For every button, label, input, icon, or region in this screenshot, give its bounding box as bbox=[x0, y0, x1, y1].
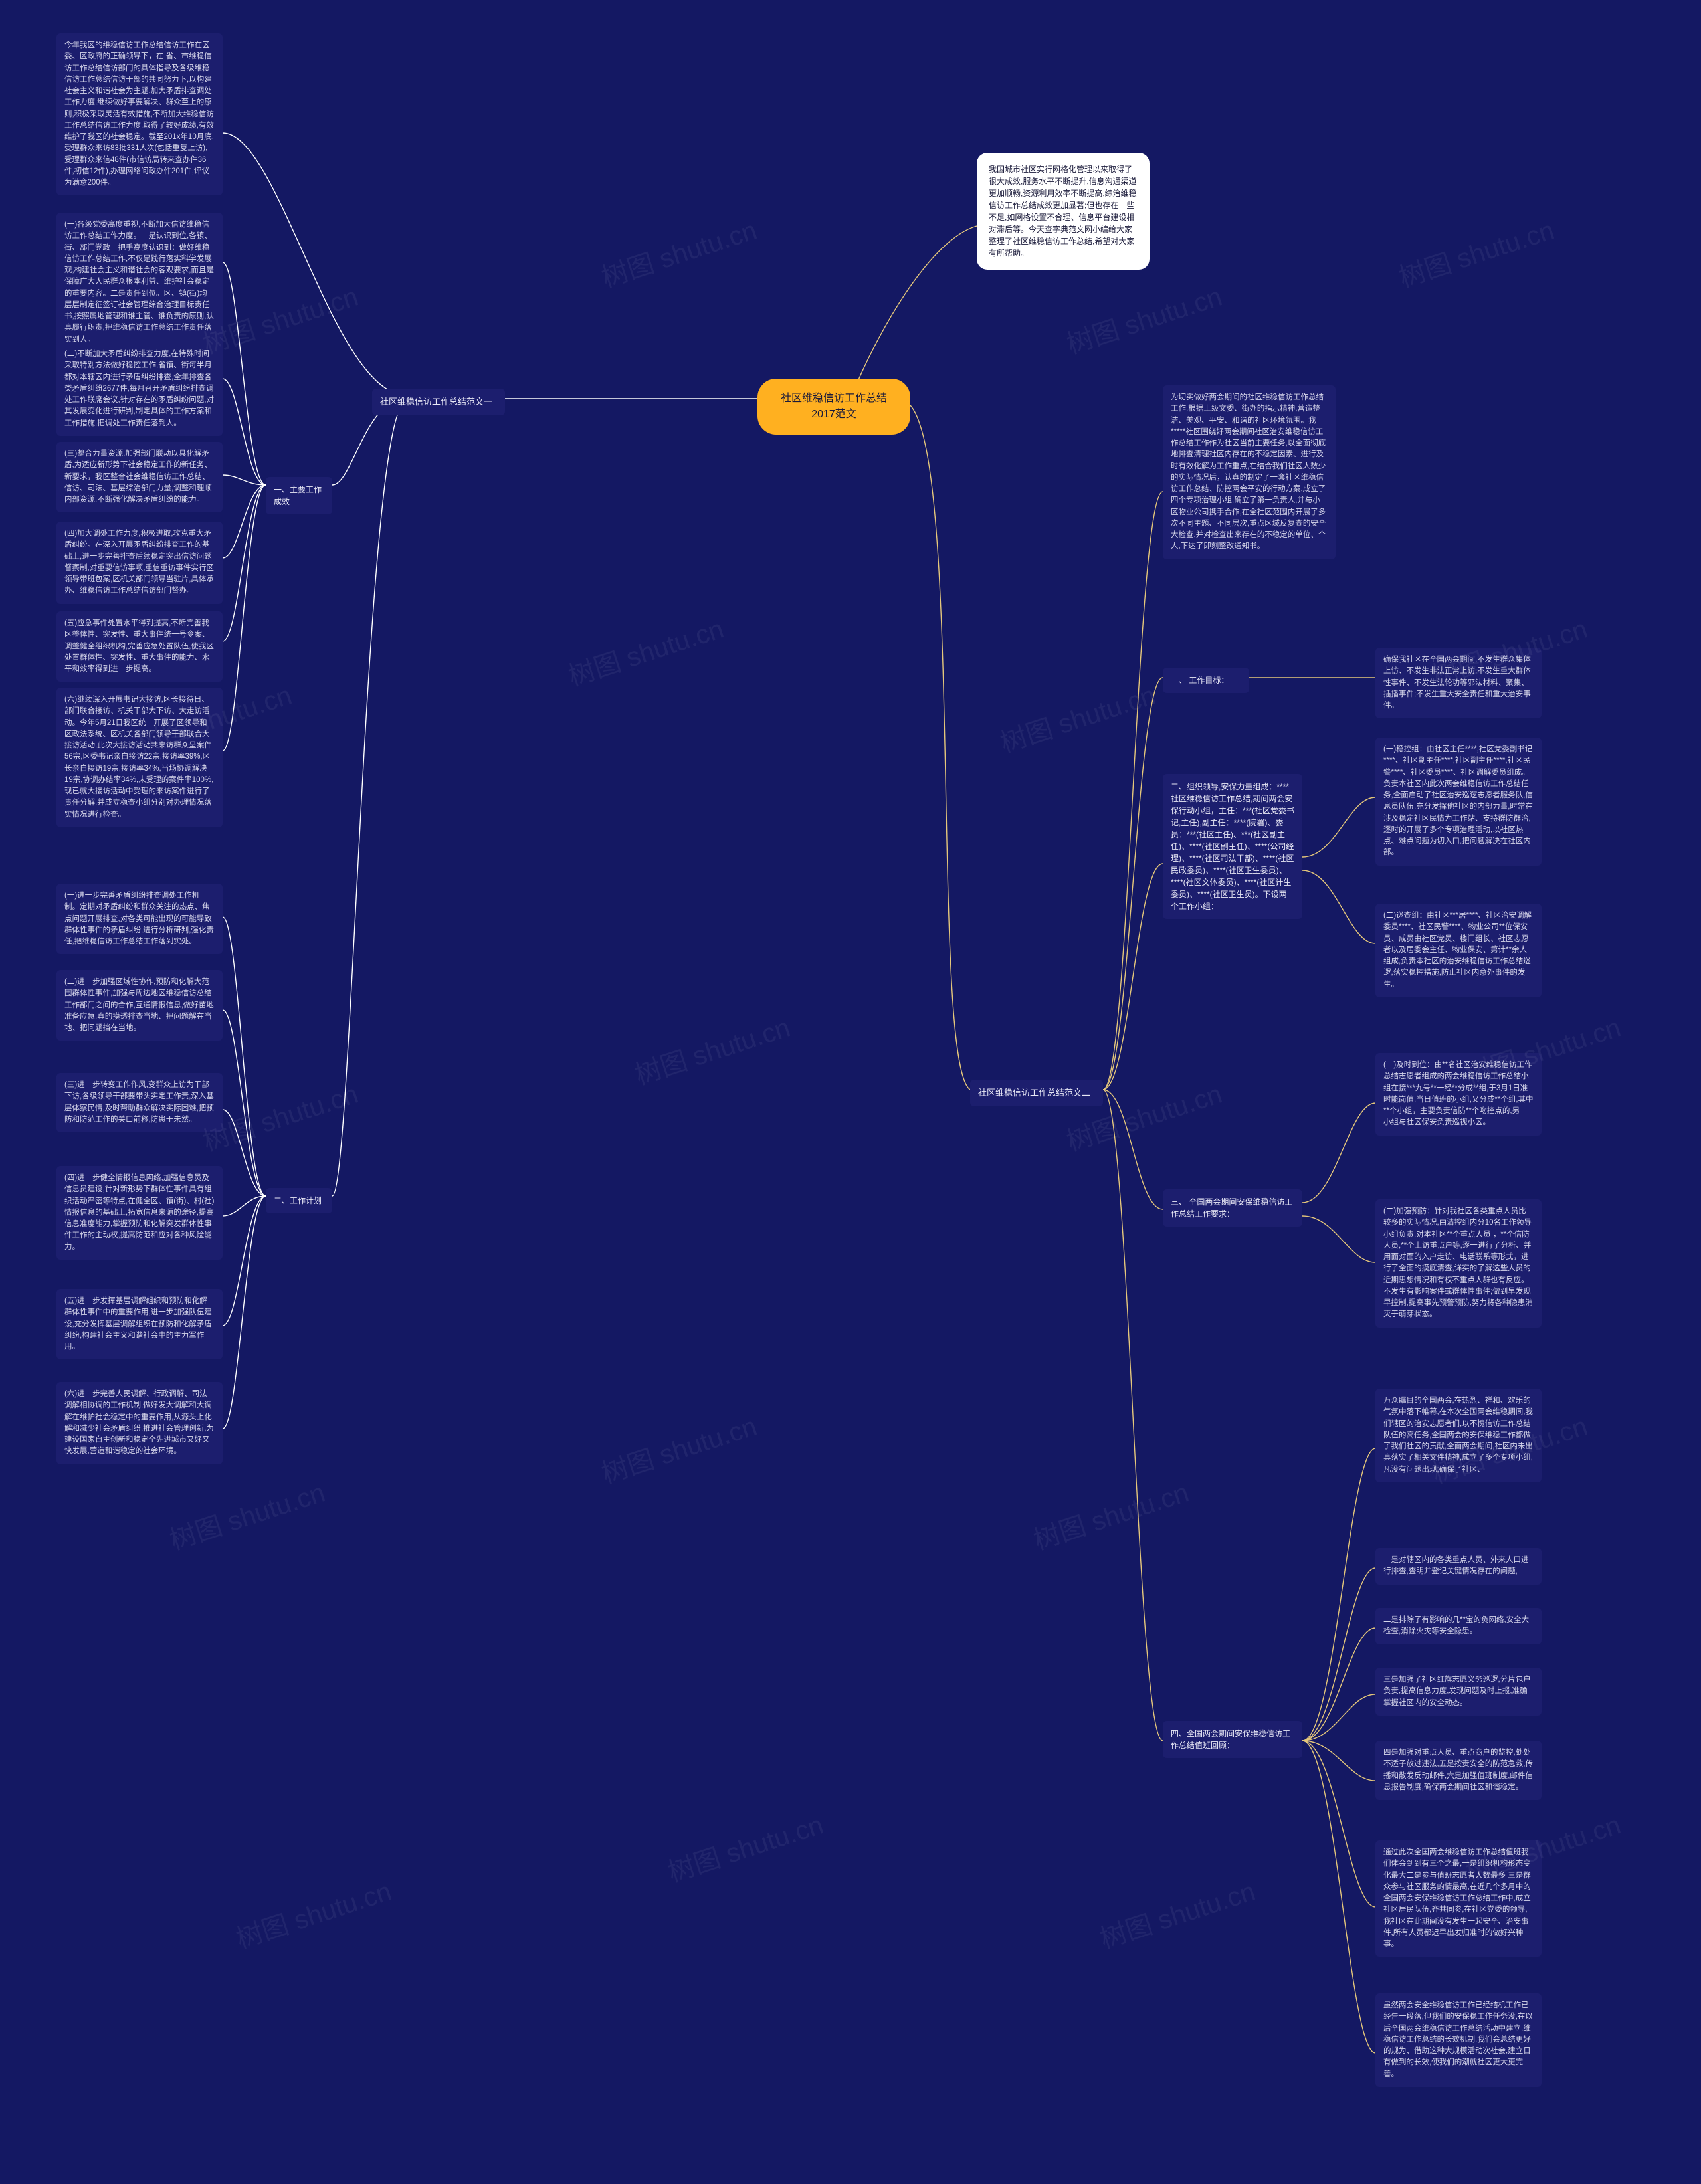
watermark: 树图 shutu.cn bbox=[164, 1471, 329, 1557]
watermark: 树图 shutu.cn bbox=[231, 1870, 395, 1956]
watermark: 树图 shutu.cn bbox=[1393, 209, 1558, 295]
right-lead: 为切实做好两会期间的社区维稳信访工作总结工作,根据上级文委、街办的指示精神,营造… bbox=[1163, 385, 1336, 559]
mindmap-canvas: 社区维稳信访工作总结2017范文 我国城市社区实行网格化管理以来取得了很大成效,… bbox=[0, 0, 1701, 2184]
right-s1: 一、 工作目标： bbox=[1163, 668, 1249, 693]
right-s4-item-3: 三是加强了社区红旗志愿义务巡逻,分片包户负责,提高信息力度,发现问题及时上报,准… bbox=[1375, 1668, 1542, 1716]
left-s1-item-5: (五)应急事件处置水平得到提高,不断完善我区整体性、突发性、重大事件统一号令案、… bbox=[56, 611, 223, 682]
left-s1-item-3: (三)整合力量资源,加强部门联动以具化解矛盾,为适应新形势下社会稳定工作的新任务… bbox=[56, 442, 223, 512]
left-s1-item-1: (一)各级党委高度重视,不断加大信访维稳信访工作总结工作力度。一是认识到位,各镇… bbox=[56, 213, 223, 352]
right-s4-item-4: 四是加强对重点人员、重点商户的监控,处处不适子放过违法,五是按责安全的防范急救,… bbox=[1375, 1741, 1542, 1800]
right-s4: 四、全国两会期间安保维稳信访工作总结值班回顾： bbox=[1163, 1721, 1302, 1758]
right-s4-item-2: 二是排除了有影响的几**宝的负网络,安全大检查,消除火灾等安全隐患。 bbox=[1375, 1608, 1542, 1644]
left-s2-item-2: (二)进一步加强区域性协作,预防和化解大范围群体性事件,加强与周边地区维稳信访总… bbox=[56, 970, 223, 1041]
watermark: 树图 shutu.cn bbox=[995, 674, 1159, 760]
right-branch: 社区维稳信访工作总结范文二 bbox=[970, 1080, 1103, 1106]
left-section2: 二、工作计划 bbox=[266, 1188, 332, 1213]
right-s3-item-2: (二)加强预防：针对我社区各类重点人员比较多的实际情况,由清控组内分10名工作领… bbox=[1375, 1199, 1542, 1328]
left-branch: 社区维稳信访工作总结范文一 bbox=[372, 389, 505, 415]
right-s2-item-2: (二)巡查组：由社区***居****、社区治安调解委员****、社区民警****… bbox=[1375, 904, 1542, 997]
intro-node: 我国城市社区实行网格化管理以来取得了很大成效,服务水平不断提升,信息沟通渠道更加… bbox=[977, 153, 1150, 270]
watermark: 树图 shutu.cn bbox=[596, 209, 761, 295]
right-s3: 三、 全国两会期间安保维稳信访工作总结工作要求： bbox=[1163, 1189, 1302, 1227]
right-s2: 二、组织领导,安保力量组成：****社区维稳信访工作总结,期间两会安保行动小组，… bbox=[1163, 774, 1302, 919]
watermark: 树图 shutu.cn bbox=[596, 1405, 761, 1491]
root-node: 社区维稳信访工作总结2017范文 bbox=[757, 379, 910, 435]
watermark: 树图 shutu.cn bbox=[1061, 275, 1226, 361]
watermark: 树图 shutu.cn bbox=[1028, 1471, 1193, 1557]
left-section1: 一、主要工作成效 bbox=[266, 477, 332, 514]
watermark: 树图 shutu.cn bbox=[1094, 1870, 1259, 1956]
left-s1-item-2: (二)不断加大矛盾纠纷排查力度,在特殊时间采取特别方法做好稳控工作,省镇、街每半… bbox=[56, 342, 223, 436]
right-s4-tail1: 通过此次全国两会维稳信访工作总结值班我们体会到到有三个之最,一是组织机构形态变化… bbox=[1375, 1840, 1542, 1957]
left-s2-item-4: (四)进一步健全情报信息网络,加强信息员及信息员建设,针对新形势下群体性事件具有… bbox=[56, 1166, 223, 1260]
right-s3-item-1: (一)及时到位：由**名社区治安维稳信访工作总结志愿者组成的两会维稳信访工作总结… bbox=[1375, 1053, 1542, 1136]
left-s1-item-6: (六)继续深入开展书记大接访,区长接待日、部门联合接访、机关干部大下访、大走访活… bbox=[56, 688, 223, 827]
left-s2-item-5: (五)进一步发挥基层调解组织和预防和化解群体性事件中的重要作用,进一步加强队伍建… bbox=[56, 1289, 223, 1359]
left-s1-item-4: (四)加大调处工作力度,积极进取,攻克重大矛盾纠纷。在深入开展矛盾纠纷排查工作的… bbox=[56, 522, 223, 604]
right-s4-lead: 万众瞩目的全国两会,在热烈、祥和、欢乐的气氛中落下帷幕,在本次全国两会维稳期间,… bbox=[1375, 1389, 1542, 1482]
left-top-leaf: 今年我区的维稳信访工作总结信访工作在区委、区政府的正确领导下，在 省、市维稳信访… bbox=[56, 33, 223, 195]
watermark: 树图 shutu.cn bbox=[629, 1006, 794, 1092]
watermark: 树图 shutu.cn bbox=[563, 607, 728, 694]
right-s1-leaf: 确保我社区在全国两会期间,不发生群众集体上访、不发生非法正常上访,不发生重大群体… bbox=[1375, 648, 1542, 718]
right-s2-item-1: (一)稳控组：由社区主任****,社区党委副书记****、社区副主任****,社… bbox=[1375, 738, 1542, 866]
right-s4-tail2: 虽然两会安全维稳信访工作已经结机工作已经告一段落,但我们的安保稳工作任务没,在以… bbox=[1375, 1993, 1542, 2087]
left-s2-item-1: (一)进一步完善矛盾纠纷排查调处工作机制。定期对矛盾纠纷和群众关注的热点、焦点问… bbox=[56, 884, 223, 954]
left-s2-item-3: (三)进一步转变工作作风,变群众上访为干部下访,各级领导干部要带头实定工作责,深… bbox=[56, 1073, 223, 1132]
left-s2-item-6: (六)进一步完善人民调解、行政调解、司法调解相协调的工作机制,做好发大调解和大调… bbox=[56, 1382, 223, 1464]
right-s4-item-1: 一是对辖区内的各类重点人员、外来人口进行排查,查明并登记关键情况存在的问题, bbox=[1375, 1548, 1542, 1585]
watermark: 树图 shutu.cn bbox=[662, 1803, 827, 1890]
